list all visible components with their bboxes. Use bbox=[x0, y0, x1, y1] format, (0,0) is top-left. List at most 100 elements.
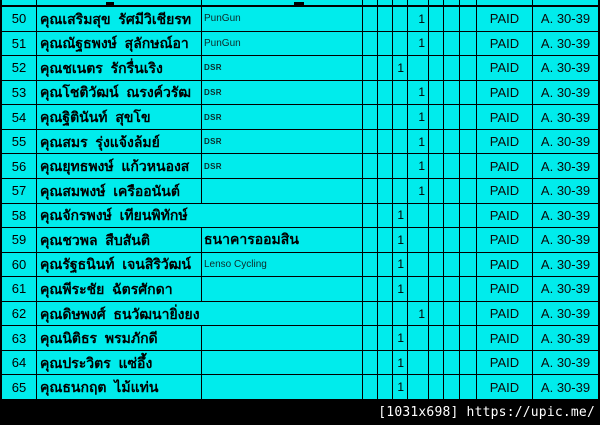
mark-cell bbox=[408, 56, 429, 80]
table-rows: 50 คุณเสริมสุข รัศมีวิเชียรท PunGun 1 PAID A.… bbox=[2, 7, 598, 400]
name-cell: คุณประวิตร แซ่อึ้ง bbox=[37, 350, 202, 375]
team-cell: PunGun bbox=[202, 7, 363, 31]
status-cell: PAID bbox=[477, 105, 533, 129]
name-cell: คุณชวพล สืบสันติ bbox=[37, 228, 202, 252]
mark-cell bbox=[378, 105, 393, 129]
team-cell bbox=[202, 350, 363, 375]
mark-cell bbox=[378, 326, 393, 350]
mark-cell bbox=[363, 80, 378, 105]
mark-cell bbox=[460, 228, 477, 252]
mark-cell bbox=[460, 326, 477, 350]
mark-cell bbox=[363, 56, 378, 80]
mark-cell bbox=[378, 277, 393, 301]
name-cell: คุณณัฐธพงษ์ สุลักษณ์อา bbox=[37, 31, 202, 56]
mark-cell bbox=[460, 129, 477, 154]
mark-cell bbox=[408, 252, 429, 277]
category-cell: A. 30-39 bbox=[540, 207, 591, 223]
category-cell: A. 30-39 bbox=[540, 60, 591, 76]
table-row: 59 คุณชวพล สืบสันติ ธนาคารออมสิน 1 PAID A. 30… bbox=[2, 228, 598, 253]
row-number-cell: 65 bbox=[2, 375, 37, 399]
mark-cell bbox=[378, 56, 393, 80]
mark-cell: 1 bbox=[408, 7, 429, 31]
mark-cell bbox=[460, 56, 477, 80]
mark-cell: 1 bbox=[408, 80, 429, 105]
category-cell: A. 30-39 bbox=[540, 232, 591, 248]
mark-cell bbox=[460, 7, 477, 31]
mark-cell bbox=[393, 31, 408, 56]
mark-cell bbox=[429, 326, 444, 350]
mark-cell bbox=[408, 375, 429, 399]
mark-cell: 1 bbox=[393, 228, 408, 252]
name-cell: คุณชเนตร รักรื่นเริง bbox=[37, 56, 202, 80]
table-row: 52 คุณชเนตร รักรื่นเริง DSR 1 PAID A. 30-39 bbox=[2, 56, 598, 81]
mark-cell bbox=[429, 301, 444, 326]
status-cell: PAID bbox=[477, 326, 533, 350]
mark-cell bbox=[429, 129, 444, 154]
team-cell bbox=[202, 277, 363, 301]
mark-cell: 1 bbox=[408, 178, 429, 203]
mark-cell bbox=[363, 252, 378, 277]
team-cell: PunGun bbox=[202, 31, 363, 56]
table-row: 65 คุณธนกฤต ไม้แท่น 1 PAID A. 30-39 bbox=[2, 375, 598, 400]
mark-cell bbox=[378, 129, 393, 154]
mark-cell: 1 bbox=[408, 129, 429, 154]
row-number-cell: 63 bbox=[2, 326, 37, 350]
mark-cell bbox=[429, 56, 444, 80]
mark-cell bbox=[460, 301, 477, 326]
mark-cell bbox=[363, 277, 378, 301]
mark-cell bbox=[429, 203, 444, 228]
mark-cell bbox=[408, 326, 429, 350]
mark-cell bbox=[393, 105, 408, 129]
mark-cell bbox=[408, 277, 429, 301]
team-cell: DSR bbox=[202, 56, 363, 80]
table-row: 53 คุณโชติวัฒน์ ณรงค์วรัฒ DSR 1 PAID A. 30-39 bbox=[2, 80, 598, 106]
partial-cell bbox=[37, 0, 202, 5]
mark-cell bbox=[429, 350, 444, 375]
mark-cell bbox=[363, 326, 378, 350]
row-number-cell: 59 bbox=[2, 228, 37, 252]
mark-cell bbox=[429, 178, 444, 203]
mark-cell bbox=[378, 31, 393, 56]
name-cell: คุณดิษพงศ์ ธนวัฒนายิ่งยง bbox=[37, 301, 363, 326]
mark-cell bbox=[363, 301, 378, 326]
team-cell: DSR bbox=[202, 80, 363, 105]
mark-cell bbox=[460, 350, 477, 375]
mark-cell bbox=[460, 105, 477, 129]
table-row: 62 คุณดิษพงศ์ ธนวัฒนายิ่งยง 1 PAID A. 30-39 bbox=[2, 301, 598, 327]
category-cell: A. 30-39 bbox=[540, 109, 591, 125]
mark-cell: 1 bbox=[393, 375, 408, 399]
status-cell: PAID bbox=[477, 7, 533, 31]
mark-cell bbox=[378, 350, 393, 375]
name-cell: คุณโชติวัฒน์ ณรงค์วรัฒ bbox=[37, 80, 202, 105]
mark-cell bbox=[393, 154, 408, 178]
category-cell: A. 30-39 bbox=[540, 379, 591, 395]
category-cell: A. 30-39 bbox=[540, 134, 591, 150]
mark-cell bbox=[378, 154, 393, 178]
name-cell: คุณยุทธพงษ์ แก้วหนองส bbox=[37, 154, 202, 178]
table-row: 54 คุณฐิตินันท์ สุขโข DSR 1 PAID A. 30-39 bbox=[2, 105, 598, 130]
team-cell: DSR bbox=[202, 129, 363, 154]
mark-cell: 1 bbox=[393, 203, 408, 228]
mark-cell bbox=[363, 31, 378, 56]
mark-cell bbox=[363, 129, 378, 154]
name-cell: คุณนิติธร พรมภักดี bbox=[37, 326, 202, 350]
watermark-text: [1031x698] https://upic.me/ bbox=[378, 405, 595, 420]
mark-cell bbox=[444, 301, 460, 326]
team-cell bbox=[202, 375, 363, 399]
mark-cell bbox=[444, 7, 460, 31]
table-row: 58 คุณจักรพงษ์ เทียนพิทักษ์ 1 PAID A. 30-39 bbox=[2, 203, 598, 229]
mark-cell bbox=[429, 105, 444, 129]
mark-cell bbox=[444, 129, 460, 154]
row-number-cell: 57 bbox=[2, 178, 37, 203]
mark-cell: 1 bbox=[393, 277, 408, 301]
status-cell: PAID bbox=[477, 203, 533, 228]
mark-cell: 1 bbox=[408, 301, 429, 326]
category-cell: A. 30-39 bbox=[540, 11, 591, 27]
mark-cell bbox=[444, 154, 460, 178]
table-row: 63 คุณนิติธร พรมภักดี 1 PAID A. 30-39 bbox=[2, 326, 598, 351]
partial-cell bbox=[2, 0, 37, 5]
partial-cell bbox=[202, 0, 363, 5]
table-row: 51 คุณณัฐธพงษ์ สุลักษณ์อา PunGun 1 PAID A. 30… bbox=[2, 31, 598, 57]
mark-cell bbox=[460, 375, 477, 399]
row-number-cell: 56 bbox=[2, 154, 37, 178]
